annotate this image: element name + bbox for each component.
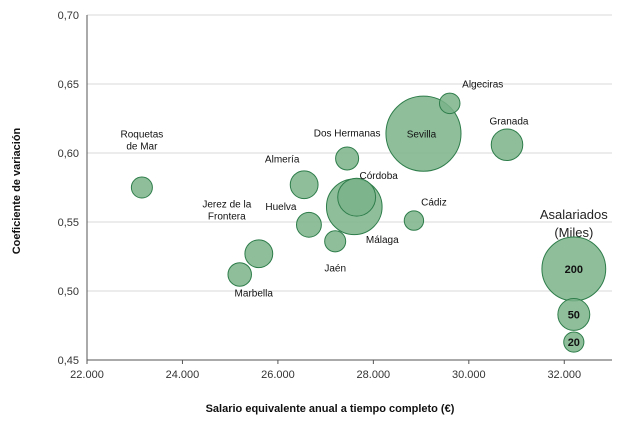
size-legend: Asalariados (Miles) 200 50 20 [540,207,608,353]
bubble-point [337,177,377,217]
bubble-point [438,92,461,115]
bubbles [130,92,524,287]
bubble-data-label: Dos Hermanas [314,129,381,140]
y-tick-label: 0,60 [58,148,79,160]
x-tick-label: 26.000 [261,369,295,381]
bubble-data-label: Frontera [208,212,246,223]
bubble-data-label: Córdoba [359,171,398,182]
bubble-data-label: Sevilla [407,130,437,141]
axes: 0,45 0,50 0,55 0,60 0,65 0,70 22.000 24.000 26.0… [58,10,612,381]
bubble-point [385,95,462,172]
bubble-data-label: Cádiz [421,198,447,209]
bubble-data-label: Málaga [366,235,399,246]
legend-title: Asalariados [540,207,608,222]
bubble-point [289,170,319,200]
y-tick-label: 0,65 [58,79,79,91]
bubble-data-label: Huelva [265,202,297,213]
bubble-point [130,176,153,199]
bubble-data-label: de Mar [126,142,158,153]
legend-bubble-label: 20 [568,337,580,349]
x-tick-label: 28.000 [357,369,391,381]
bubble-data-label: Jaén [324,263,346,274]
bubble-data-label: Roquetas [120,130,163,141]
bubble-point [490,128,524,161]
x-axis-title: Salario equivalente anual a tiempo compl… [206,403,455,415]
bubble-data-label: Almería [265,155,300,166]
legend-bubble-label: 50 [568,309,580,321]
bubble-data-label: Granada [490,117,529,128]
bubble-point [227,262,252,287]
y-tick-label: 0,55 [58,217,79,229]
x-tick-label: 32.000 [547,369,581,381]
x-tick-label: 22.000 [70,369,104,381]
x-tick-label: 30.000 [452,369,486,381]
legend-bubble [563,331,585,353]
bubble-point [403,210,425,231]
bubble-point [244,239,274,269]
y-axis-title: Coeficiente de variación [11,127,23,254]
bubble-data-label: Algeciras [462,79,503,90]
legend-bubble-label: 200 [565,264,583,276]
bubble-data-label: Jerez de la [202,200,251,211]
bubble-data-label: Marbella [235,288,274,299]
y-tick-label: 0,70 [58,10,79,22]
x-tick-label: 24.000 [166,369,200,381]
legend-bubble [557,298,591,331]
bubble-point [324,230,347,253]
y-tick-label: 0,45 [58,355,79,367]
y-tick-label: 0,50 [58,286,79,298]
legend-title: (Miles) [554,225,593,240]
bubble-point [295,211,322,238]
bubble-point [335,146,360,171]
